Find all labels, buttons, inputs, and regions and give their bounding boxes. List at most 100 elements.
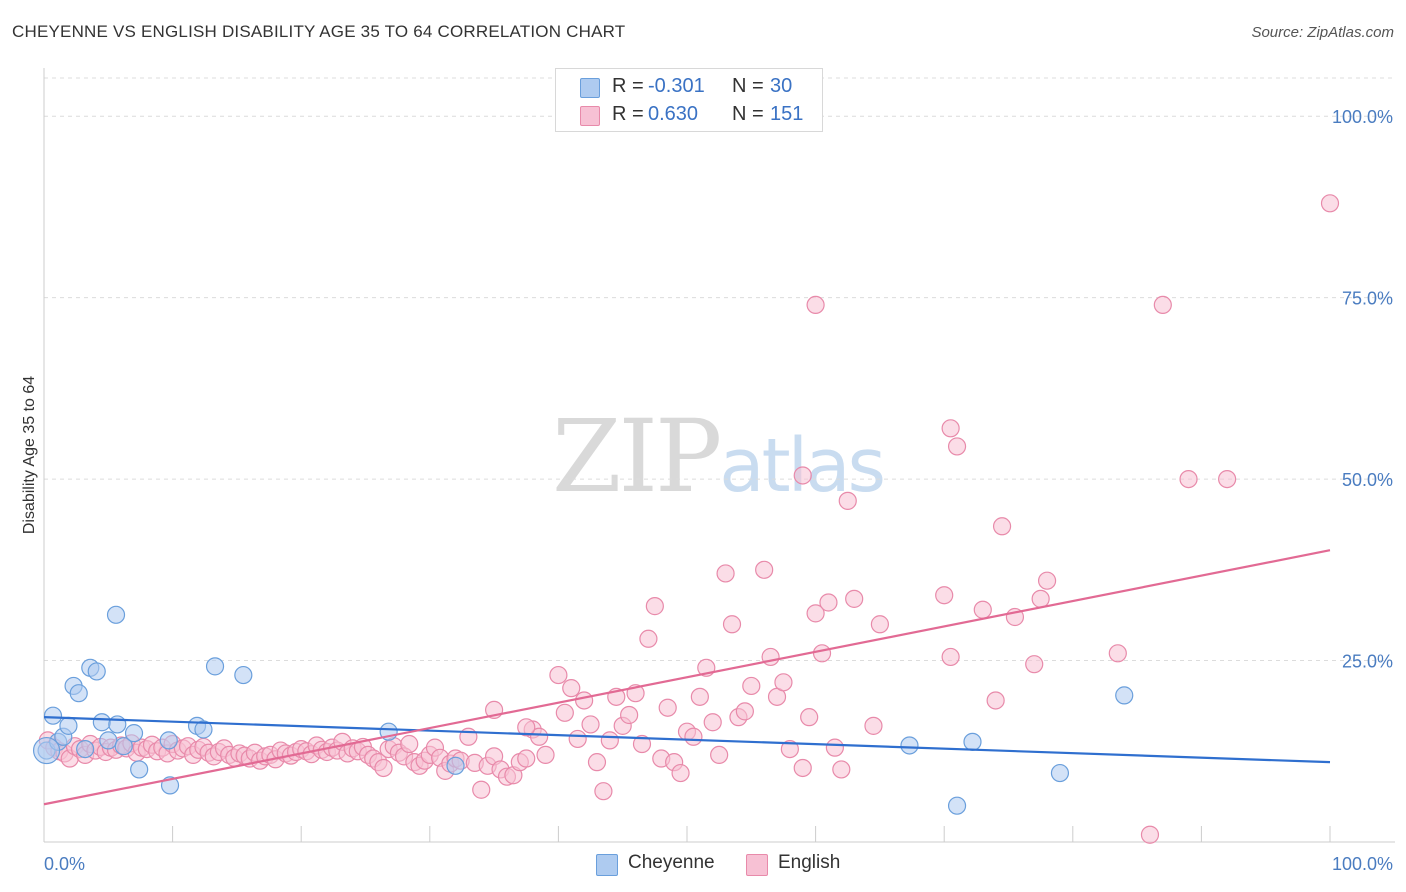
point-english xyxy=(568,729,587,749)
point-cheyenne xyxy=(205,657,225,676)
point-english xyxy=(793,466,812,485)
axis-labels: 25.0% 50.0% 75.0% 100.0% 0.0% 100.0% Disabilit… xyxy=(21,107,1393,874)
point-english xyxy=(812,644,832,663)
trend-line-cheyenne xyxy=(43,716,1331,764)
point-cheyenne xyxy=(69,684,88,703)
n-label: N = xyxy=(732,103,764,125)
trend-lines xyxy=(43,549,1331,806)
point-english xyxy=(819,593,838,612)
point-english xyxy=(735,702,754,721)
point-english xyxy=(620,705,639,725)
point-cheyenne xyxy=(159,731,178,750)
point-cheyenne xyxy=(43,706,63,725)
point-english xyxy=(581,715,600,734)
point-english xyxy=(941,647,960,667)
point-english xyxy=(992,517,1012,536)
point-english xyxy=(684,727,703,746)
point-cheyenne xyxy=(99,731,118,750)
point-english xyxy=(832,760,851,779)
point-english xyxy=(517,718,536,737)
point-english xyxy=(517,749,536,768)
point-english xyxy=(793,758,812,778)
point-english xyxy=(986,691,1005,710)
point-english xyxy=(973,600,992,619)
data-points xyxy=(32,194,1340,844)
point-cheyenne xyxy=(446,756,465,775)
point-english xyxy=(575,691,594,710)
correlation-legend: R = -0.301 N = 30 R = 0.630 N = 151 xyxy=(555,68,823,132)
point-english xyxy=(594,782,613,801)
legend-label-english: English xyxy=(778,852,841,873)
point-english xyxy=(1320,194,1340,213)
point-english xyxy=(1218,469,1237,489)
point-english xyxy=(941,419,960,438)
point-english xyxy=(690,687,709,706)
point-english xyxy=(742,676,761,696)
point-english xyxy=(1153,295,1172,315)
x-tick-label-min: 0.0% xyxy=(44,854,85,874)
point-cheyenne xyxy=(76,739,95,759)
point-english xyxy=(1037,571,1057,590)
watermark-zip: ZIP xyxy=(552,398,722,515)
point-english xyxy=(671,763,690,783)
point-english xyxy=(400,734,419,754)
point-english xyxy=(935,586,954,605)
r-value: 0.630 xyxy=(648,103,699,125)
point-cheyenne xyxy=(900,736,919,755)
point-cheyenne xyxy=(87,662,106,681)
point-cheyenne xyxy=(106,605,126,624)
point-english xyxy=(549,665,568,685)
point-english xyxy=(845,589,864,608)
point-cheyenne xyxy=(1050,763,1070,783)
y-tick-label: 50.0% xyxy=(1342,470,1393,490)
y-tick-label: 75.0% xyxy=(1342,289,1393,309)
point-english xyxy=(658,698,677,717)
point-cheyenne xyxy=(59,716,78,735)
r-label: R = xyxy=(612,75,644,97)
axes xyxy=(43,68,1395,843)
point-english xyxy=(806,604,825,623)
point-english xyxy=(864,716,883,735)
point-cheyenne xyxy=(130,760,149,779)
point-cheyenne xyxy=(947,796,967,815)
r-value: -0.301 xyxy=(648,75,705,97)
x-tick-label-max: 100.0% xyxy=(1332,854,1393,874)
legend-swatch-english xyxy=(746,854,768,876)
source-credit: Source: ZipAtlas.com xyxy=(1251,24,1394,41)
point-english xyxy=(703,713,722,732)
point-english xyxy=(1108,644,1127,663)
point-english xyxy=(645,597,664,616)
legend-swatch-cheyenne xyxy=(580,78,600,98)
point-english xyxy=(600,731,619,750)
point-english xyxy=(800,708,819,727)
point-english xyxy=(562,679,581,698)
point-english xyxy=(755,560,774,579)
point-english xyxy=(825,738,844,757)
point-english xyxy=(838,491,857,510)
point-english xyxy=(710,745,729,765)
chart-title: CHEYENNE VS ENGLISH DISABILITY AGE 35 TO… xyxy=(12,22,626,41)
point-english xyxy=(1140,825,1160,844)
y-tick-label: 25.0% xyxy=(1342,652,1393,672)
point-english xyxy=(716,564,735,583)
r-label: R = xyxy=(612,103,644,125)
point-cheyenne xyxy=(963,732,982,751)
point-english xyxy=(639,629,658,648)
point-english xyxy=(472,780,491,799)
point-english xyxy=(870,615,890,634)
point-english xyxy=(1025,655,1044,674)
n-value: 151 xyxy=(770,103,804,125)
point-cheyenne xyxy=(114,737,133,756)
point-cheyenne-large xyxy=(32,736,61,765)
legend-row-cheyenne: R = -0.301 N = 30 xyxy=(556,73,822,101)
point-cheyenne xyxy=(92,713,111,732)
point-english xyxy=(947,437,967,456)
point-cheyenne xyxy=(1115,686,1134,705)
trend-line-english xyxy=(43,549,1331,806)
point-english xyxy=(587,753,607,772)
point-cheyenne xyxy=(124,724,144,743)
point-cheyenne xyxy=(194,720,213,739)
legend-label-cheyenne: Cheyenne xyxy=(628,852,715,873)
legend-row-english: R = 0.630 N = 151 xyxy=(556,101,822,129)
